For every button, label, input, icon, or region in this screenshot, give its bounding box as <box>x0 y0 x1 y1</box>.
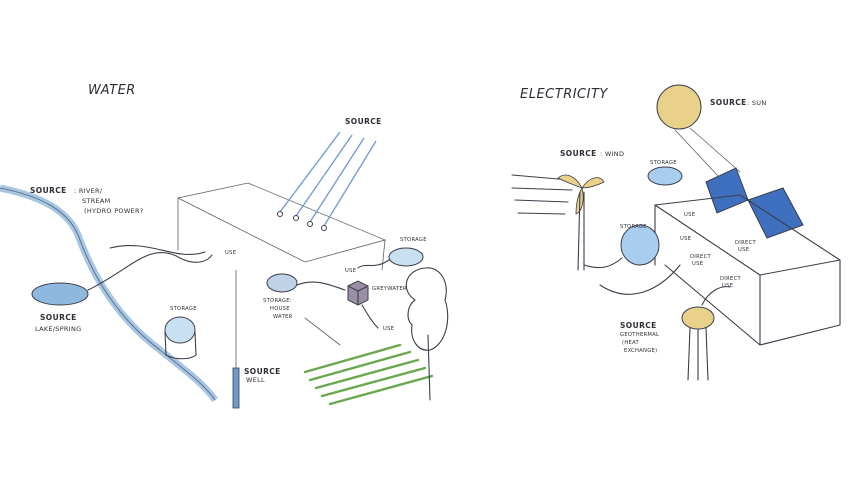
river-note-3: (HYDRO POWER? <box>84 207 144 215</box>
rain-lines <box>277 131 377 231</box>
geo-note-2: (HEAT <box>622 340 640 346</box>
storage-mid <box>620 224 660 266</box>
solar-panels <box>705 167 804 239</box>
greywater-label: GREYWATER <box>372 286 407 292</box>
river-note: : RIVER/ <box>74 187 103 195</box>
direct-use-3b: USE <box>722 283 733 289</box>
pipe-line <box>304 317 341 346</box>
storage-label-left: STORAGE <box>170 306 197 312</box>
well-note: WELL <box>246 376 265 384</box>
lake-source-label: SOURCE <box>40 313 77 322</box>
storage-label-right: STORAGE <box>400 237 427 243</box>
house-base <box>664 264 841 346</box>
greywater-cube <box>347 280 369 306</box>
direct-use-2b: USE <box>692 261 703 267</box>
sun <box>656 84 702 130</box>
storage-top <box>647 166 683 186</box>
direct-use-3: DIRECT <box>720 276 742 282</box>
water-title: WATER <box>88 83 136 98</box>
storage-right-flow <box>357 259 390 269</box>
electricity-sketch: ELECTRICITY SOURCE : SUN SOURCE : WIND S… <box>511 84 841 381</box>
sun-source-label: SOURCE <box>710 98 747 107</box>
well-pipe <box>232 367 240 409</box>
ground-plane <box>176 182 387 263</box>
geo-source-label: SOURCE <box>620 321 657 330</box>
use-label-3: USE <box>383 326 394 332</box>
direct-use-1: DIRECT <box>735 240 757 246</box>
electricity-title: ELECTRICITY <box>520 87 608 102</box>
sun-note: : SUN <box>747 99 767 107</box>
house-edges <box>654 204 841 346</box>
river-note-2: STREAM <box>82 197 111 205</box>
wind-source-label: SOURCE <box>560 149 597 158</box>
use-label-2: USE <box>345 268 356 274</box>
sun-rays <box>674 127 741 179</box>
house-water-flow <box>296 281 346 291</box>
house-water-label-1: STORAGE: <box>263 298 292 304</box>
wind-turbine <box>557 174 605 271</box>
wind-to-storage <box>583 257 623 269</box>
tree-trunk <box>427 334 431 401</box>
lake-note: LAKE/SPRING <box>35 325 81 333</box>
lake <box>31 282 89 306</box>
wind-note: : WIND <box>600 150 624 158</box>
geothermal-wire <box>701 286 731 306</box>
river-edge <box>0 187 216 401</box>
river-flow <box>109 244 206 256</box>
storage-top-label: STORAGE <box>650 160 677 166</box>
geothermal <box>681 306 715 330</box>
geothermal-pipes <box>687 327 709 381</box>
storage-tank-left <box>164 316 196 344</box>
ground-edge-b <box>381 239 386 271</box>
house-water-label-3: WATER <box>273 314 293 320</box>
direct-use-1b: USE <box>738 247 749 253</box>
storage-mid-label: STORAGE <box>620 224 647 230</box>
storage-tank-right <box>388 247 424 267</box>
house-water-label-2: HOUSE <box>270 306 290 312</box>
house-top <box>654 194 841 276</box>
water-sketch: WATER SOURCE : RIVER/ STREAM (HYDRO POWE… <box>0 83 449 409</box>
direct-use-2: DIRECT <box>690 254 712 260</box>
use-mid-label: USE <box>680 236 691 242</box>
geo-note-1: GEOTHERMAL <box>620 332 659 338</box>
well-source-label: SOURCE <box>244 367 281 376</box>
tree <box>405 267 449 351</box>
use-label-1: USE <box>225 250 236 256</box>
greywater-flow <box>361 304 379 329</box>
field-rows <box>303 343 434 406</box>
river-source-label: SOURCE <box>30 186 67 195</box>
storage-tank-left-body <box>164 331 197 360</box>
rain-source-label: SOURCE <box>345 117 382 126</box>
storage-wire <box>599 264 681 295</box>
geo-note-3: EXCHANGE) <box>624 348 657 354</box>
lake-flow <box>87 252 213 291</box>
house-water-storage <box>266 273 298 293</box>
use-top-label: USE <box>684 212 695 218</box>
